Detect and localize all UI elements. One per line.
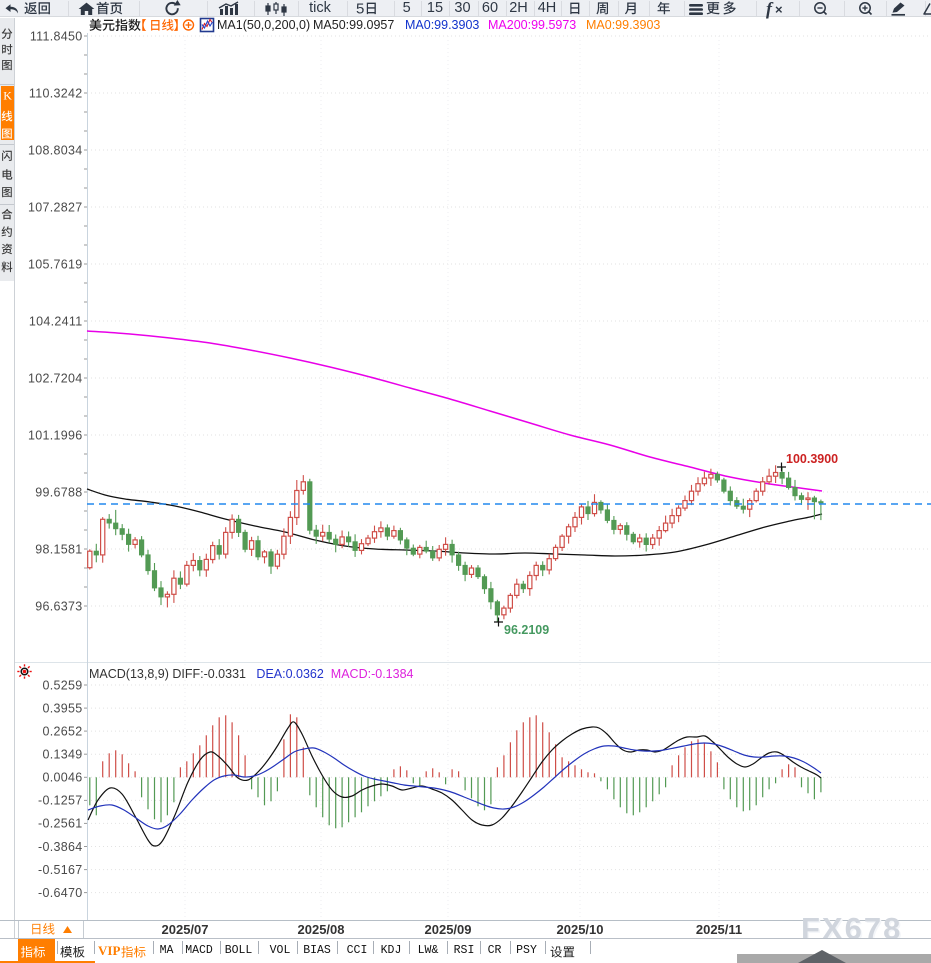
- svg-text:-0.2561: -0.2561: [38, 817, 83, 831]
- svg-text:f: f: [766, 0, 774, 19]
- svg-text:111.8450: 111.8450: [30, 29, 83, 43]
- svg-text:K: K: [3, 89, 12, 103]
- svg-text:0.5259: 0.5259: [42, 678, 82, 692]
- svg-text:-0.1257: -0.1257: [38, 794, 83, 808]
- svg-text:0.0046: 0.0046: [42, 771, 82, 785]
- svg-text:107.2827: 107.2827: [28, 200, 83, 214]
- svg-text:102.7204: 102.7204: [28, 371, 83, 385]
- svg-text:-0.3864: -0.3864: [38, 840, 83, 854]
- svg-text:100.3900: 100.3900: [786, 452, 838, 466]
- svg-text:0.1349: 0.1349: [42, 748, 82, 762]
- svg-text:110.3242: 110.3242: [29, 86, 83, 100]
- svg-text:99.6788: 99.6788: [35, 485, 82, 499]
- svg-text:×: ×: [775, 2, 783, 17]
- svg-text:101.1996: 101.1996: [28, 428, 83, 442]
- svg-text:5: 5: [356, 1, 364, 18]
- svg-text:104.2411: 104.2411: [29, 314, 83, 328]
- svg-text:0.3955: 0.3955: [42, 701, 82, 715]
- svg-text:96.6373: 96.6373: [35, 599, 82, 613]
- svg-text:105.7619: 105.7619: [28, 257, 83, 271]
- svg-text:98.1581: 98.1581: [35, 542, 82, 556]
- svg-text:0.2652: 0.2652: [42, 724, 82, 738]
- svg-text:MACD(13,8,9) DIFF:-0.0331 D: MACD(13,8,9) DIFF:-0.0331 DEA:0.0362 MAC…: [89, 667, 414, 681]
- svg-text:96.2109: 96.2109: [504, 623, 549, 637]
- svg-text:108.8034: 108.8034: [28, 143, 83, 157]
- svg-text:-0.5167: -0.5167: [38, 863, 83, 877]
- svg-text:-0.6470: -0.6470: [38, 886, 83, 900]
